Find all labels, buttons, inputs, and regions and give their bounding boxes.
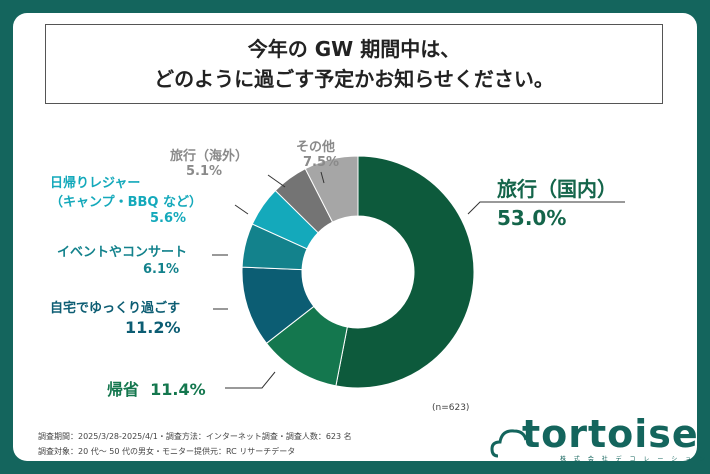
leader-overseas <box>267 174 286 188</box>
title-line-1: 今年の GW 期間中は、 <box>247 37 461 61</box>
pct-day-trip: 5.6% <box>150 211 187 226</box>
label-day-trip-line1: 日帰りレジャー <box>50 176 141 191</box>
title-line-2: どのように過ごす予定かお知らせください。 <box>154 67 554 91</box>
title-box: 今年の GW 期間中は、 どのように過ごす予定かお知らせください。 <box>45 24 663 104</box>
footer-survey-target: 調査対象：20 代～ 50 代の男女・モニター提供元：RC リサーチデータ <box>38 447 296 456</box>
tortoise-logo-icon <box>490 429 528 458</box>
label-homecoming: 帰省 11.4% <box>107 376 206 400</box>
logo-subtext: 株 式 会 社 デ コ レ ー シ ョ ン <box>560 456 709 463</box>
pct-other: 7.5% <box>303 155 340 170</box>
label-overseas-travel: 旅行（海外） <box>170 149 249 164</box>
label-day-trip-line2: （キャンプ・BBQ など） <box>50 195 203 210</box>
leader-domestic-travel <box>467 201 625 215</box>
leader-other <box>320 171 325 184</box>
pct-domestic-travel: 53.0% <box>497 206 567 230</box>
label-homecoming-text: 帰省 <box>107 380 140 399</box>
leader-homecoming <box>225 371 276 389</box>
sample-size: (n=623) <box>432 403 470 413</box>
pct-events: 6.1% <box>143 262 180 277</box>
label-events: イベントやコンサート <box>57 245 188 260</box>
slice-other <box>304 155 359 223</box>
logo-text: tortoise <box>522 412 699 456</box>
pct-stay-home: 11.2% <box>125 318 181 337</box>
leader-day-trip <box>234 204 249 215</box>
label-other: その他 <box>296 140 336 155</box>
pct-homecoming: 11.4% <box>150 380 206 399</box>
label-stay-home: 自宅でゆっくり過ごす <box>50 301 181 316</box>
label-domestic-travel: 旅行（国内） <box>497 177 617 201</box>
pct-overseas-travel: 5.1% <box>186 164 223 179</box>
footer-survey-period: 調査期間：2025/3/28-2025/4/1・調査方法：インターネット調査・調… <box>38 432 352 441</box>
slice-domestic-travel <box>335 155 475 389</box>
